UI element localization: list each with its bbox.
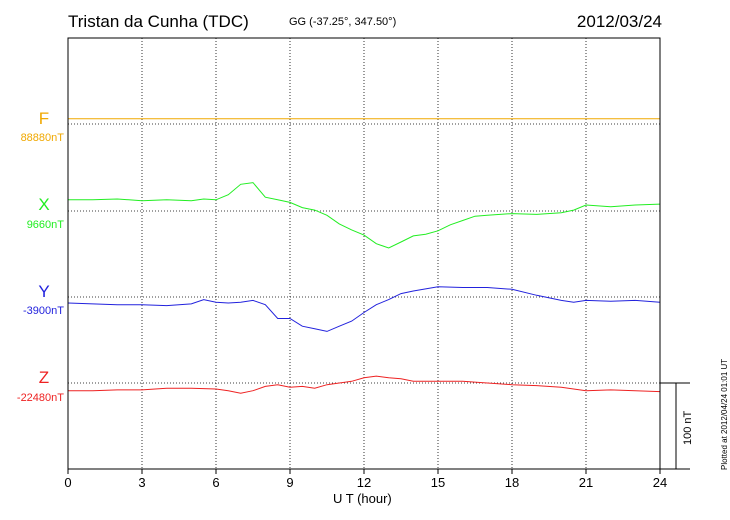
x-tick-label: 0 <box>64 475 71 490</box>
station-coordinates: GG (-37.25°, 347.50°) <box>289 16 397 28</box>
plotted-timestamp: Plotted at 2012/04/24 01:01 UT <box>720 358 729 470</box>
series-baseline-value-y: -3900nT <box>23 305 64 317</box>
series-baseline-value-f: 88880nT <box>21 132 65 144</box>
series-name-x: X <box>38 195 49 214</box>
series-baseline-value-z: -22480nT <box>17 392 64 404</box>
data-series <box>67 118 661 394</box>
series-line-x <box>68 182 661 249</box>
x-axis-label: U T (hour) <box>333 491 392 506</box>
series-baseline-value-x: 9660nT <box>27 219 65 231</box>
grid-lines <box>141 38 587 469</box>
plot-date: 2012/03/24 <box>576 12 662 31</box>
x-tick-label: 21 <box>579 475 593 490</box>
station-title: Tristan da Cunha (TDC) <box>68 12 249 31</box>
x-tick-label: 15 <box>431 475 445 490</box>
x-tick-label: 24 <box>653 475 667 490</box>
x-tick-label: 3 <box>138 475 145 490</box>
x-tick-label: 6 <box>212 475 219 490</box>
x-tick-label: 18 <box>505 475 519 490</box>
series-line-z <box>68 375 661 394</box>
x-tick-label: 9 <box>286 475 293 490</box>
series-name-z: Z <box>39 368 49 387</box>
scale-bar-label: 100 nT <box>682 410 694 445</box>
series-name-f: F <box>39 109 49 128</box>
series-name-y: Y <box>38 282 49 301</box>
series-labels: F 88880nT X 9660nT Y -3900nT Z -22480nT <box>17 109 64 404</box>
series-line-y <box>67 286 661 332</box>
x-axis-ticks: 0 3 6 9 12 15 18 21 24 <box>64 469 667 490</box>
scale-bar <box>660 382 690 470</box>
x-tick-label: 12 <box>357 475 371 490</box>
